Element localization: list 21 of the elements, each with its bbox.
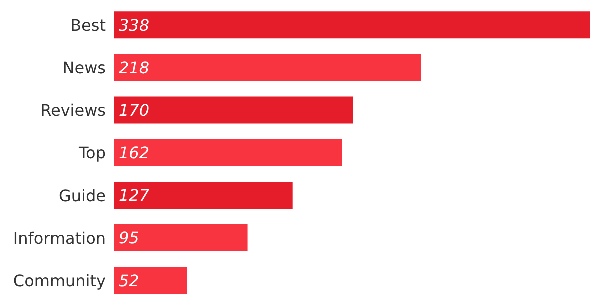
bar xyxy=(114,182,293,209)
data-label: 52 xyxy=(119,271,140,290)
data-label: 170 xyxy=(119,100,150,120)
data-label: 218 xyxy=(119,58,150,78)
bar xyxy=(114,267,188,294)
bar xyxy=(114,12,590,39)
data-label: 338 xyxy=(119,16,150,35)
y-tick-label: Best xyxy=(70,16,106,35)
y-tick-label: Community xyxy=(13,271,106,290)
y-tick-label: Top xyxy=(78,144,106,163)
data-label: 127 xyxy=(119,186,150,206)
bar xyxy=(114,96,354,124)
y-tick-label: Guide xyxy=(59,186,106,206)
data-label: 162 xyxy=(119,144,150,163)
bar xyxy=(114,224,248,252)
y-tick-label: Information xyxy=(13,228,106,248)
bar xyxy=(114,54,422,82)
y-tick-label: Reviews xyxy=(40,101,106,120)
y-tick-label: News xyxy=(62,58,106,78)
data-label: 95 xyxy=(119,228,140,248)
bar xyxy=(114,139,342,166)
